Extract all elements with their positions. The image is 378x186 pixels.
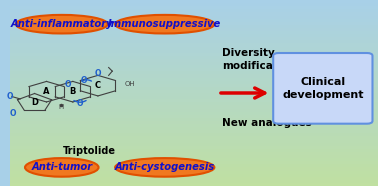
Text: O: O — [94, 69, 101, 78]
Text: Clinical
development: Clinical development — [282, 77, 364, 100]
Text: O: O — [77, 99, 83, 108]
Text: Anti-inflammatory: Anti-inflammatory — [11, 19, 113, 29]
Text: Diversity
modifications: Diversity modifications — [222, 48, 302, 71]
Text: Immunosuppressive: Immunosuppressive — [108, 19, 222, 29]
Text: O: O — [10, 109, 16, 118]
Text: Anti-tumor: Anti-tumor — [31, 162, 92, 172]
Text: O: O — [6, 92, 13, 101]
Ellipse shape — [16, 15, 108, 33]
Text: OH: OH — [124, 81, 135, 87]
Text: O: O — [81, 76, 87, 85]
Text: C: C — [95, 81, 101, 90]
Ellipse shape — [25, 158, 99, 177]
Text: Triptolide: Triptolide — [63, 146, 116, 156]
Text: B: B — [70, 87, 76, 96]
FancyBboxPatch shape — [273, 53, 372, 124]
Text: New analogues: New analogues — [222, 118, 311, 128]
Text: Anti-cystogenesis: Anti-cystogenesis — [115, 162, 215, 172]
Ellipse shape — [115, 15, 214, 33]
Ellipse shape — [115, 158, 214, 177]
Text: A: A — [43, 87, 50, 96]
Text: H: H — [58, 104, 64, 110]
Text: D: D — [31, 98, 38, 107]
Text: O: O — [65, 80, 71, 89]
